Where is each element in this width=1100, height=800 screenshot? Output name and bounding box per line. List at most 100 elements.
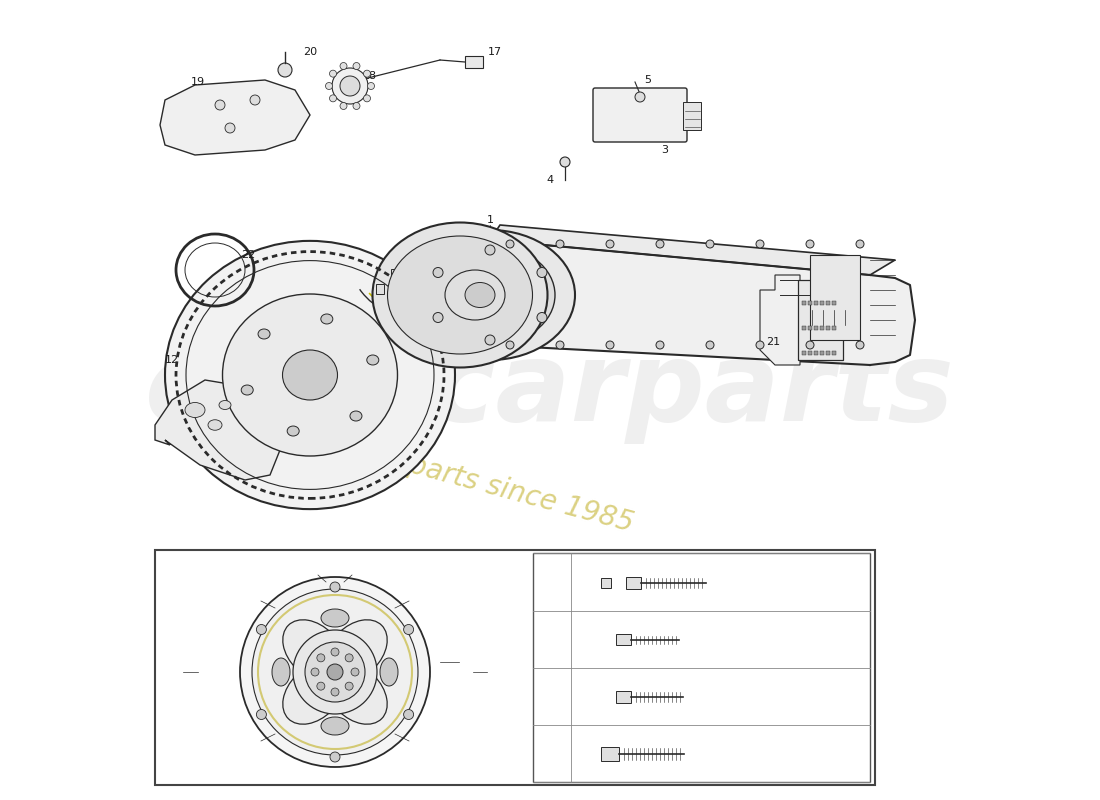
Bar [810,255,860,340]
Ellipse shape [405,230,575,360]
Ellipse shape [425,245,556,345]
Polygon shape [870,275,915,365]
Bar [798,280,843,360]
Circle shape [537,267,547,278]
Circle shape [340,62,346,70]
Bar [826,351,830,355]
Circle shape [756,240,764,248]
Text: 7: 7 [252,593,258,603]
Circle shape [256,710,266,719]
Circle shape [404,710,414,719]
Ellipse shape [321,609,349,627]
Text: 14: 14 [312,415,327,425]
Circle shape [556,240,564,248]
Circle shape [656,240,664,248]
Bar [832,301,836,305]
Circle shape [856,341,864,349]
Circle shape [226,123,235,133]
Text: 6: 6 [549,749,556,759]
Ellipse shape [379,658,398,686]
Ellipse shape [222,294,397,456]
Circle shape [756,341,764,349]
Text: 15: 15 [298,427,312,437]
Bar [808,326,812,330]
Ellipse shape [272,658,290,686]
Circle shape [363,95,371,102]
Circle shape [331,648,339,656]
Bar [814,301,818,305]
Text: 8: 8 [549,635,556,645]
Bar [814,351,818,355]
Ellipse shape [208,420,222,430]
Circle shape [806,240,814,248]
Polygon shape [160,80,310,155]
Text: 9: 9 [540,578,546,588]
Circle shape [351,668,359,676]
Text: 7: 7 [411,593,419,603]
Circle shape [556,341,564,349]
Circle shape [485,335,495,345]
Bar [814,326,818,330]
Ellipse shape [165,241,455,509]
Circle shape [305,642,365,702]
Ellipse shape [287,426,299,436]
Circle shape [706,341,714,349]
Bar [683,102,701,130]
Text: 6: 6 [349,567,355,577]
Circle shape [317,682,324,690]
Text: eurocarparts: eurocarparts [145,337,955,443]
Bar [616,691,631,703]
Text: 21: 21 [766,337,780,347]
Circle shape [256,625,266,634]
Bar [601,747,619,761]
Ellipse shape [219,401,231,410]
Bar [820,326,824,330]
Polygon shape [490,240,870,365]
Circle shape [330,582,340,592]
Ellipse shape [283,350,338,400]
Text: 2: 2 [396,285,404,295]
Text: 4: 4 [547,175,553,185]
Circle shape [331,688,339,696]
Ellipse shape [326,620,387,682]
Bar [390,269,399,279]
Text: 13: 13 [292,400,305,410]
Text: 7: 7 [252,740,258,750]
Circle shape [311,668,319,676]
FancyBboxPatch shape [593,88,688,142]
Polygon shape [155,380,280,480]
Bar [626,577,641,589]
Circle shape [326,82,332,90]
Text: 7: 7 [549,692,556,702]
Text: 11: 11 [537,568,549,578]
Text: 12: 12 [165,355,179,365]
Bar [826,301,830,305]
Text: 7: 7 [411,740,419,750]
Bar [832,326,836,330]
Text: 18: 18 [363,71,377,81]
Bar [376,284,384,294]
Text: 16: 16 [251,425,265,435]
Circle shape [252,589,418,755]
Ellipse shape [465,282,495,307]
Ellipse shape [321,717,349,735]
Circle shape [240,577,430,767]
Text: a passion for parts since 1985: a passion for parts since 1985 [223,402,636,538]
Circle shape [250,95,260,105]
Circle shape [606,341,614,349]
Bar [155,550,874,785]
Circle shape [537,313,547,322]
Text: 19: 19 [191,77,205,87]
Bar [820,351,824,355]
Ellipse shape [373,222,548,367]
Circle shape [656,341,664,349]
Text: 10: 10 [537,588,549,598]
Circle shape [506,240,514,248]
Ellipse shape [387,236,532,354]
Circle shape [278,63,292,77]
Circle shape [706,240,714,248]
Text: 9: 9 [452,647,459,657]
Circle shape [506,341,514,349]
Text: 5: 5 [645,75,651,85]
Bar [465,56,483,68]
